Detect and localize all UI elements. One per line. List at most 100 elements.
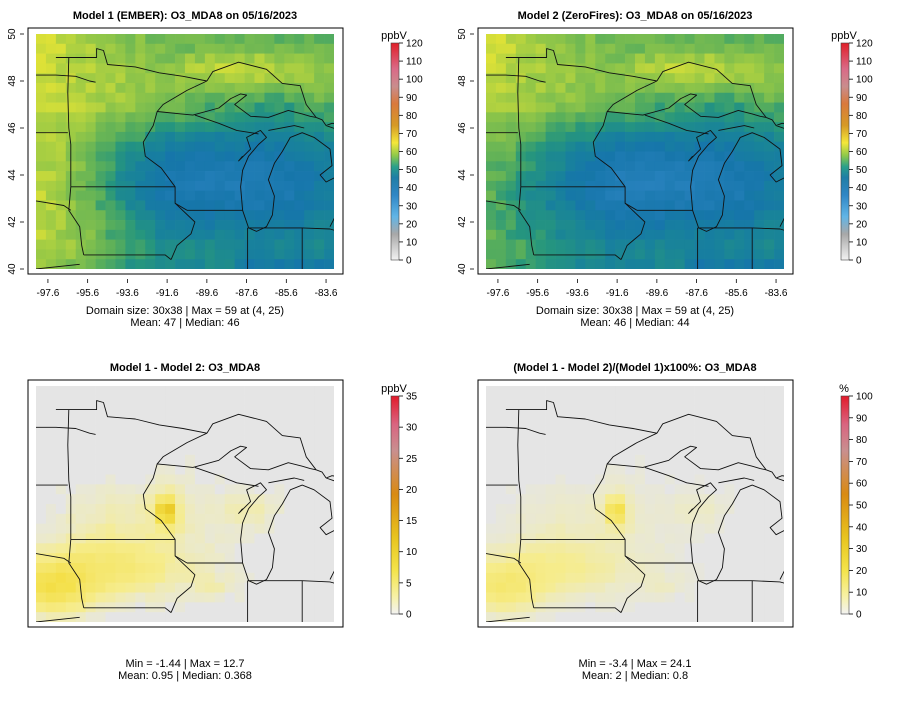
heatmap-cell [615, 553, 626, 564]
heatmap-cell [95, 523, 106, 534]
heatmap-cell [65, 259, 77, 269]
heatmap-cell [85, 405, 96, 416]
heatmap-cell [714, 504, 725, 515]
heatmap-cell [95, 63, 106, 74]
heatmap-cell [754, 210, 765, 221]
boundary-line [765, 116, 777, 126]
heatmap-cell [214, 602, 226, 613]
heatmap-cell [644, 259, 656, 269]
heatmap-cell [254, 229, 265, 240]
colorbar-tick-label: 30 [406, 201, 418, 212]
heatmap-cell [115, 572, 126, 584]
heatmap-cell [744, 239, 755, 250]
heatmap-cell [95, 141, 106, 152]
heatmap-cell [284, 200, 295, 211]
heatmap-cell [654, 161, 666, 172]
heatmap-cell [55, 484, 67, 495]
heatmap-cell [175, 395, 186, 407]
heatmap-cell [234, 102, 245, 113]
heatmap-cell [324, 180, 334, 192]
heatmap-cell [314, 464, 325, 475]
heatmap-cell [744, 523, 755, 534]
heatmap-cell [664, 92, 676, 103]
boundary-line [268, 125, 305, 131]
heatmap-cell [545, 474, 556, 485]
heatmap-cell [625, 445, 636, 456]
heatmap-cell [575, 513, 586, 525]
heatmap-cell [284, 141, 295, 152]
heatmap-cell [744, 92, 755, 103]
heatmap-cell [495, 102, 507, 113]
heatmap-cell [214, 464, 226, 475]
heatmap-cell [664, 122, 676, 133]
heatmap-cell [664, 112, 676, 123]
heatmap-cell [254, 239, 265, 250]
heatmap-cell [135, 553, 146, 564]
heatmap-cell [635, 43, 646, 54]
heatmap-cell [115, 415, 126, 426]
heatmap-cell [324, 131, 334, 143]
heatmap-cell [264, 82, 275, 94]
heatmap-cell [525, 405, 537, 416]
heatmap-cell [284, 249, 295, 260]
colorbar-tick-label: 0 [406, 610, 412, 621]
heatmap-cell [115, 553, 126, 564]
heatmap-cell [194, 220, 206, 231]
heatmap-cell [495, 543, 507, 554]
heatmap-cell [284, 34, 295, 45]
heatmap-cell [704, 239, 715, 250]
heatmap-cell [764, 415, 775, 426]
heatmap-cell [294, 249, 305, 260]
heatmap-cell [135, 563, 146, 574]
heatmap-cell [654, 395, 666, 407]
heatmap-cell [644, 582, 656, 593]
heatmap-cell [36, 454, 47, 466]
heatmap-cell [194, 73, 206, 84]
heatmap-cell [595, 415, 606, 426]
heatmap-cell [515, 239, 527, 250]
heatmap-cell [55, 92, 67, 103]
heatmap-cell [744, 513, 755, 525]
heatmap-cell [694, 259, 705, 269]
heatmap-cell [115, 612, 126, 622]
heatmap-cell [625, 602, 636, 613]
heatmap-cell [486, 445, 497, 456]
heatmap-cell [674, 82, 686, 94]
heatmap-cell [65, 612, 77, 622]
heatmap-cell [486, 82, 497, 94]
heatmap-cell [495, 494, 507, 505]
heatmap-cell [664, 161, 676, 172]
heatmap-cell [135, 171, 146, 182]
heatmap-cell [615, 563, 626, 574]
heatmap-cell [515, 386, 527, 397]
heatmap-cell [684, 553, 695, 564]
x-tick-label: -87.6 [685, 288, 708, 299]
heatmap-cell [575, 112, 586, 123]
heatmap-cell [744, 102, 755, 113]
heatmap-cell [635, 484, 646, 495]
heatmap-cell [95, 229, 106, 240]
heatmap-cell [135, 504, 146, 515]
heatmap-cell [314, 151, 325, 162]
heatmap-cell [194, 474, 206, 485]
heatmap-cell [744, 386, 755, 397]
heatmap-cell [615, 582, 626, 593]
stats-line-1: Min = -3.4 | Max = 24.1 [579, 658, 692, 670]
heatmap-cell [274, 553, 285, 564]
heatmap-cell [764, 220, 775, 231]
heatmap-cell [714, 474, 725, 485]
heatmap-cell [284, 484, 295, 495]
heatmap-cell [615, 200, 626, 211]
heatmap-cell [155, 523, 166, 534]
heatmap-cell [36, 386, 47, 397]
heatmap-cell [214, 43, 226, 54]
heatmap-cell [724, 386, 735, 397]
y-tick-label: 48 [457, 75, 468, 87]
heatmap-cell [314, 405, 325, 416]
heatmap-cell [486, 582, 497, 593]
heatmap-cell [264, 484, 275, 495]
heatmap-cell [754, 523, 765, 534]
heatmap-cell [764, 239, 775, 250]
x-tick-label: -95.6 [76, 288, 99, 299]
heatmap-cell [314, 592, 325, 603]
